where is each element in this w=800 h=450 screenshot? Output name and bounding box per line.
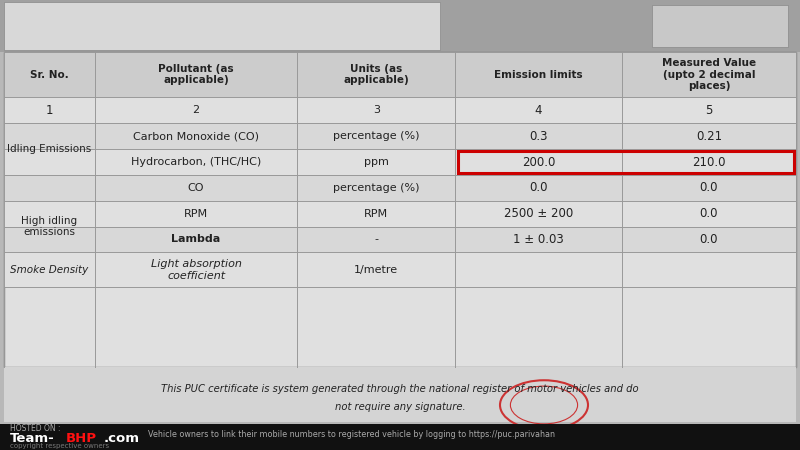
Text: RPM: RPM bbox=[184, 209, 208, 219]
Text: 0.21: 0.21 bbox=[696, 130, 722, 143]
Text: This PUC certificate is system generated through the national register of motor : This PUC certificate is system generated… bbox=[161, 384, 639, 394]
Text: Smoke Density: Smoke Density bbox=[10, 265, 89, 275]
Text: 5: 5 bbox=[705, 104, 713, 117]
Text: 0.0: 0.0 bbox=[530, 181, 548, 194]
Text: copyright respective owners: copyright respective owners bbox=[10, 443, 109, 450]
Text: percentage (%): percentage (%) bbox=[333, 183, 419, 193]
Bar bbox=[4, 52, 796, 98]
Text: Vehicle owners to link their mobile numbers to registered vehicle by logging to : Vehicle owners to link their mobile numb… bbox=[148, 430, 555, 439]
Text: 0.0: 0.0 bbox=[700, 181, 718, 194]
Bar bbox=[4, 201, 796, 227]
Bar bbox=[4, 98, 796, 123]
Text: Units (as
applicable): Units (as applicable) bbox=[343, 64, 409, 86]
Bar bbox=[4, 2, 440, 50]
Bar bbox=[4, 367, 796, 422]
Text: Light absorption
coefficient: Light absorption coefficient bbox=[150, 259, 242, 280]
Text: Hydrocarbon, (THC/HC): Hydrocarbon, (THC/HC) bbox=[131, 157, 261, 167]
Text: 2: 2 bbox=[193, 105, 200, 115]
Text: Measured Value
(upto 2 decimal
places): Measured Value (upto 2 decimal places) bbox=[662, 58, 756, 91]
Bar bbox=[0, 424, 800, 450]
Text: High idling
emissions: High idling emissions bbox=[22, 216, 78, 238]
Text: percentage (%): percentage (%) bbox=[333, 131, 419, 141]
Text: Sr. No.: Sr. No. bbox=[30, 70, 69, 80]
Text: 210.0: 210.0 bbox=[692, 156, 726, 168]
Text: Carbon Monoxide (CO): Carbon Monoxide (CO) bbox=[133, 131, 259, 141]
Text: Pollutant (as
applicable): Pollutant (as applicable) bbox=[158, 64, 234, 86]
Text: 1: 1 bbox=[46, 104, 54, 117]
Bar bbox=[4, 175, 796, 201]
Text: 1 ± 0.03: 1 ± 0.03 bbox=[514, 233, 564, 246]
Bar bbox=[4, 52, 796, 367]
Text: Emission limits: Emission limits bbox=[494, 70, 583, 80]
Text: -: - bbox=[374, 234, 378, 244]
Text: .com: .com bbox=[104, 432, 140, 445]
Text: 0.3: 0.3 bbox=[530, 130, 548, 143]
Text: CO: CO bbox=[188, 183, 204, 193]
Bar bbox=[4, 227, 796, 252]
Text: HOSTED ON :: HOSTED ON : bbox=[10, 424, 60, 433]
Text: Idling Emissions: Idling Emissions bbox=[7, 144, 92, 154]
Bar bbox=[4, 252, 796, 287]
Bar bbox=[0, 0, 800, 52]
Text: not require any signature.: not require any signature. bbox=[334, 402, 466, 412]
Text: RPM: RPM bbox=[364, 209, 388, 219]
Text: 0.0: 0.0 bbox=[700, 207, 718, 220]
Text: 2500 ± 200: 2500 ± 200 bbox=[504, 207, 574, 220]
Text: 1/metre: 1/metre bbox=[354, 265, 398, 275]
Text: 0.0: 0.0 bbox=[700, 233, 718, 246]
Text: Team-: Team- bbox=[10, 432, 54, 445]
Text: 4: 4 bbox=[535, 104, 542, 117]
Text: 200.0: 200.0 bbox=[522, 156, 555, 168]
Text: ppm: ppm bbox=[364, 157, 389, 167]
Bar bbox=[4, 149, 796, 175]
Text: BHP: BHP bbox=[66, 432, 97, 445]
Text: 3: 3 bbox=[373, 105, 380, 115]
Bar bbox=[4, 123, 796, 149]
Bar bbox=[652, 4, 788, 47]
Text: Lambda: Lambda bbox=[171, 234, 221, 244]
